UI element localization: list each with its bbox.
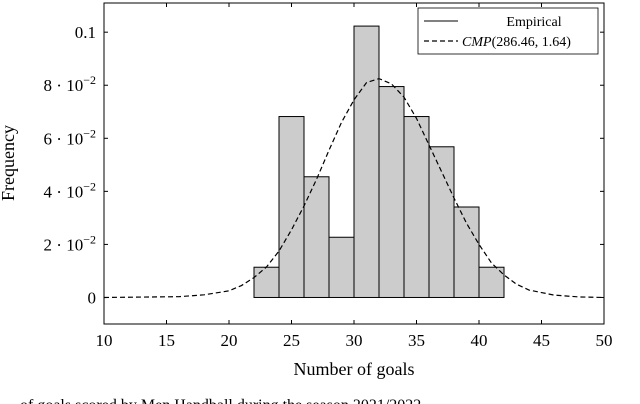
x-tick-label: 30 <box>346 331 363 350</box>
x-axis-ticks: 10 15 20 25 30 35 40 45 50 <box>96 3 613 350</box>
x-tick-label: 25 <box>283 331 300 350</box>
histogram-bar <box>328 236 355 298</box>
histogram-bar <box>428 146 455 298</box>
x-tick-label: 50 <box>596 331 613 350</box>
histogram-bar <box>353 25 380 298</box>
legend-box <box>417 7 599 55</box>
histogram-bar <box>253 266 280 298</box>
y-tick-label: 8 · 10−2 <box>44 73 96 95</box>
figure-caption: … of goals scored by Men Handball during… <box>0 393 640 404</box>
y-tick-label: 2 · 10−2 <box>44 232 96 254</box>
histogram-bar <box>303 176 330 298</box>
legend-label-cmp-name: CMP <box>462 35 492 50</box>
y-axis-ticks: 0 2 · 10−2 4 · 10−2 6 · 10−2 8 · 10−2 0.1 <box>44 23 604 307</box>
x-tick-label: 35 <box>408 331 425 350</box>
y-tick-label: 6 · 10−2 <box>44 126 96 148</box>
x-tick-label: 45 <box>533 331 550 350</box>
y-axis-label: Frequency <box>0 125 18 201</box>
x-tick-label: 10 <box>96 331 113 350</box>
histogram-bar <box>278 116 305 298</box>
legend: Empirical CMP(286.46, 1.64) <box>417 7 599 55</box>
legend-label-empirical: Empirical <box>506 15 561 30</box>
x-tick-label: 40 <box>471 331 488 350</box>
legend-label-cmp: CMP(286.46, 1.64) <box>462 35 571 50</box>
legend-label-cmp-args: (286.46, 1.64) <box>492 35 572 50</box>
histogram-bar <box>403 116 430 298</box>
histogram-bar <box>453 206 480 298</box>
histogram-bars <box>253 25 505 298</box>
y-tick-label: 0 <box>88 288 97 307</box>
y-tick-label: 4 · 10−2 <box>44 179 96 201</box>
y-tick-label: 0.1 <box>75 23 96 42</box>
x-tick-label: 20 <box>221 331 238 350</box>
x-tick-label: 15 <box>158 331 175 350</box>
x-axis-label: Number of goals <box>294 359 415 379</box>
histogram-bar <box>378 86 405 298</box>
cmp-fit-curve <box>103 77 605 299</box>
histogram-bar <box>478 266 505 298</box>
